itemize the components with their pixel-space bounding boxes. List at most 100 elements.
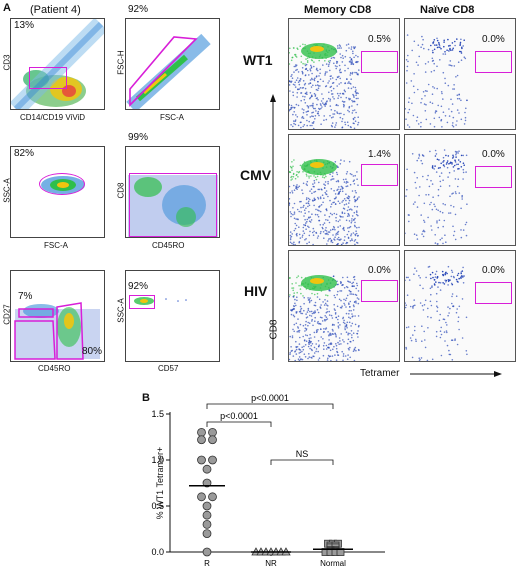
comparison-bracket [206, 421, 272, 427]
plot3-percent: 82% [14, 148, 35, 159]
data-point-normal [331, 548, 340, 556]
data-point-r [208, 492, 217, 502]
flow-plot-cd27-vs-cd45ro [10, 270, 105, 362]
plot5-percent: 7% [18, 291, 33, 302]
data-point-r [197, 427, 206, 437]
plot4-xlabel: CD45RO [152, 241, 185, 250]
gate-hiv-naive [475, 282, 512, 304]
data-point-r [202, 501, 212, 511]
x-tick-label: Normal [320, 559, 346, 568]
comparison-bracket [206, 403, 334, 409]
data-point-r [197, 455, 206, 465]
comparison-bracket [270, 459, 334, 465]
gate-hiv-memory [361, 280, 398, 302]
patient-label: (Patient 4) [30, 4, 81, 16]
data-point-nr [261, 547, 271, 556]
data-point-r [197, 435, 206, 445]
gate-cd8 [129, 173, 217, 237]
wt1-naive-percent: 0.0% [482, 34, 505, 45]
data-point-normal [336, 548, 345, 556]
gate-fsc [129, 36, 198, 107]
data-point-normal [326, 546, 335, 555]
data-point-normal [326, 547, 335, 555]
gate-cd3 [29, 67, 67, 89]
panel-a-letter: A [3, 2, 11, 14]
gate-cmv-naive [475, 166, 512, 188]
panel-b-letter: B [142, 392, 150, 404]
plot5-ylabel: CD27 [2, 304, 12, 325]
column-header-naive: Naïve CD8 [420, 4, 475, 16]
grid-cell-cmv-naive [404, 134, 516, 246]
plot4-percent: 99% [128, 132, 149, 143]
flow-density-cd3 [11, 19, 104, 109]
flow-plot-cd3-vs-cd14 [10, 18, 105, 110]
cmv-memory-percent: 1.4% [368, 149, 391, 160]
data-point-normal [326, 543, 335, 552]
gate-cd57 [129, 295, 155, 309]
data-point-r [202, 529, 212, 538]
data-point-nr [266, 547, 276, 556]
data-point-normal [321, 548, 330, 556]
data-point-nr [256, 547, 266, 556]
flow-plot-fsch-vs-fsca [125, 18, 220, 110]
grid-cell-cmv-memory [288, 134, 400, 246]
grid-cell-wt1-memory [288, 18, 400, 130]
data-point-r [202, 478, 212, 488]
data-point-r [202, 547, 212, 557]
chart-b-ylabel: % WT1 Tetramer+ [155, 446, 165, 520]
data-point-r [208, 455, 217, 465]
plot5-xlabel: CD45RO [38, 364, 71, 373]
x-tick-label: NR [265, 559, 277, 568]
plot6-percent: 92% [128, 281, 149, 292]
data-point-nr [281, 547, 291, 556]
data-point-nr [276, 547, 286, 556]
plot5-percent2: 80% [82, 346, 103, 357]
flow-plot-ssca-vs-cd57 [125, 270, 220, 362]
y-tick-label: 1.5 [151, 409, 164, 419]
column-header-memory: Memory CD8 [304, 4, 372, 16]
data-point-normal [331, 541, 340, 550]
row-label-wt1: WT1 [243, 52, 273, 68]
flow-density-cd8 [128, 175, 218, 237]
data-point-normal [331, 547, 340, 555]
grid-ylabel-cd8: CD8 [268, 319, 280, 340]
comparison-label: p<0.0001 [220, 411, 258, 421]
plot6-xlabel: CD57 [158, 364, 179, 373]
data-point-normal [326, 541, 335, 550]
data-point-normal [331, 543, 340, 552]
gate-cmv-memory [361, 164, 398, 186]
y-tick-label: 0.0 [151, 547, 164, 557]
data-point-nr [251, 547, 261, 556]
data-point-r [208, 435, 217, 445]
plot2-ylabel: FSC-H [116, 50, 126, 75]
data-point-normal [326, 548, 335, 556]
plot6-ylabel: SSC-A [116, 298, 126, 323]
plot4-ylabel: CD8 [116, 182, 126, 199]
data-point-normal [331, 546, 340, 555]
data-point-r [197, 492, 206, 502]
grid-xlabel-tetramer: Tetramer [360, 368, 400, 379]
comparison-label: p<0.0001 [251, 393, 289, 403]
data-point-r [202, 464, 212, 474]
plot2-percent: 92% [128, 4, 149, 15]
wt1-memory-percent: 0.5% [368, 34, 391, 45]
data-point-nr [271, 547, 281, 556]
comparison-label: NS [296, 449, 309, 459]
grid-cell-hiv-memory [288, 250, 400, 362]
row-label-cmv: CMV [240, 167, 272, 183]
gate-wt1-memory [361, 51, 398, 73]
gate-ssc [39, 173, 85, 195]
plot3-ylabel: SSC-A [2, 178, 12, 203]
data-point-r [208, 427, 217, 437]
data-point-normal [329, 539, 337, 548]
gate-cd27 [14, 302, 84, 360]
flow-density-cd57 [134, 297, 187, 305]
flow-density-fsc [126, 33, 211, 109]
gate-wt1-naive [475, 51, 512, 73]
grid-cell-wt1-naive [404, 18, 516, 130]
data-point-r [202, 520, 212, 529]
hiv-naive-percent: 0.0% [482, 265, 505, 276]
cmv-naive-percent: 0.0% [482, 149, 505, 160]
row-label-hiv: HIV [244, 283, 268, 299]
x-tick-label: R [204, 559, 210, 568]
